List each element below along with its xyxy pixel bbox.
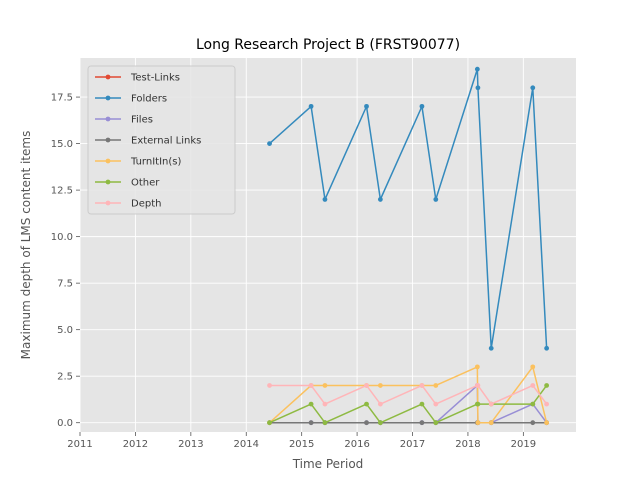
data-point-turnitin-s [475, 420, 481, 426]
legend-swatch-marker [105, 179, 111, 185]
y-tick-label: 2.5 [57, 372, 73, 383]
x-tick-label: 2016 [344, 439, 369, 450]
x-axis-ticks: 2011 2012 2013 2014 2015 2016 2017 2018 2019 [67, 432, 536, 450]
data-point-other [419, 401, 425, 407]
data-point-depth [377, 401, 383, 407]
legend-label: Depth [131, 199, 161, 210]
y-tick-label: 15.0 [51, 139, 73, 150]
x-tick-label: 2019 [511, 439, 536, 450]
legend-label: Folders [131, 94, 167, 105]
legend-box [87, 65, 236, 215]
data-point-folders [544, 345, 550, 351]
series-line-folders [269, 68, 548, 350]
series-line-other [269, 385, 548, 424]
x-tick-label: 2018 [455, 439, 480, 450]
data-point-depth [364, 383, 369, 388]
data-point-other [364, 401, 369, 407]
y-tick-label: 12.5 [51, 186, 73, 197]
series-depth [267, 383, 550, 407]
data-point-external-links [530, 420, 536, 426]
y-axis-label: Maximum depth of LMS content items [19, 131, 33, 360]
y-axis-ticks: 0.0 2.5 5.0 7.5 10.0 12.5 15.0 17.5 [51, 93, 80, 429]
legend-swatch-marker [105, 74, 111, 80]
data-point-depth [530, 383, 536, 388]
data-point-depth [322, 401, 328, 407]
data-point-folders [419, 103, 425, 109]
series-line-depth [269, 384, 548, 405]
legend-item-depth: Depth [95, 199, 161, 210]
legend-swatch-marker [105, 116, 111, 122]
data-point-folders [364, 103, 369, 109]
legend-label: Other [131, 178, 160, 189]
legend-swatch-marker [105, 95, 111, 101]
data-point-depth [544, 401, 550, 407]
x-tick-label: 2017 [400, 439, 425, 450]
data-point-folders [267, 141, 272, 146]
legend-swatch-marker [105, 200, 111, 206]
legend-item-test-links: Test-Links [95, 73, 180, 84]
x-tick-label: 2011 [67, 439, 92, 450]
x-tick-label: 2013 [178, 439, 203, 450]
legend-item-turnitin-s: TurnItIn(s) [95, 157, 181, 168]
data-point-other [475, 401, 481, 407]
legend-item-files: Files [95, 115, 153, 126]
y-tick-label: 5.0 [57, 325, 73, 336]
data-point-folders [475, 85, 481, 91]
legend-swatch-marker [105, 158, 111, 164]
data-point-turnitin-s [474, 364, 480, 370]
data-point-other [308, 401, 314, 407]
data-point-depth [488, 401, 494, 407]
data-point-depth [419, 383, 425, 388]
data-point-other [433, 420, 439, 426]
data-point-other [544, 383, 550, 388]
data-point-folders [530, 85, 536, 91]
legend-label: External Links [131, 136, 201, 147]
legend-item-external-links: External Links [95, 136, 201, 147]
data-point-other [530, 401, 536, 407]
x-tick-label: 2012 [123, 439, 148, 450]
legend-item-folders: Folders [95, 94, 167, 105]
data-point-external-links [308, 420, 314, 426]
data-point-folders [474, 66, 480, 72]
series-folders [267, 66, 550, 351]
data-point-folders [433, 197, 439, 202]
x-tick-label: 2014 [234, 439, 259, 450]
data-point-folders [308, 103, 314, 109]
legend-item-other: Other [95, 178, 160, 189]
legend-label: TurnItIn(s) [130, 157, 181, 168]
y-tick-label: 0.0 [57, 418, 73, 429]
chart-title: Long Research Project B (FRST90077) [196, 37, 460, 53]
data-point-depth [433, 401, 439, 407]
data-point-other [267, 420, 272, 426]
series-layer [267, 66, 550, 426]
data-point-other [322, 420, 328, 426]
y-tick-label: 7.5 [57, 279, 73, 290]
data-point-turnitin-s [433, 383, 439, 388]
data-point-external-links [419, 420, 425, 426]
data-point-other [377, 420, 383, 426]
data-point-folders [377, 197, 383, 202]
data-point-depth [475, 383, 481, 388]
y-tick-label: 10.0 [51, 232, 73, 243]
legend-swatch-marker [105, 137, 111, 143]
data-point-turnitin-s [488, 420, 494, 426]
legend: Test-Links Folders Files External Links Turn… [87, 65, 236, 215]
x-axis-label: Time Period [292, 457, 364, 471]
data-point-folders [322, 197, 328, 202]
data-point-depth [308, 383, 314, 388]
data-point-turnitin-s [530, 364, 536, 370]
legend-label: Files [131, 115, 153, 126]
y-tick-label: 17.5 [51, 93, 73, 104]
data-point-external-links [364, 420, 369, 426]
legend-label: Test-Links [130, 73, 180, 84]
x-tick-label: 2015 [289, 439, 314, 450]
data-point-depth [267, 383, 272, 388]
data-point-folders [488, 345, 494, 351]
grid [79, 58, 576, 432]
data-point-turnitin-s [377, 383, 383, 388]
data-point-turnitin-s [322, 383, 328, 388]
data-point-turnitin-s [544, 420, 550, 426]
